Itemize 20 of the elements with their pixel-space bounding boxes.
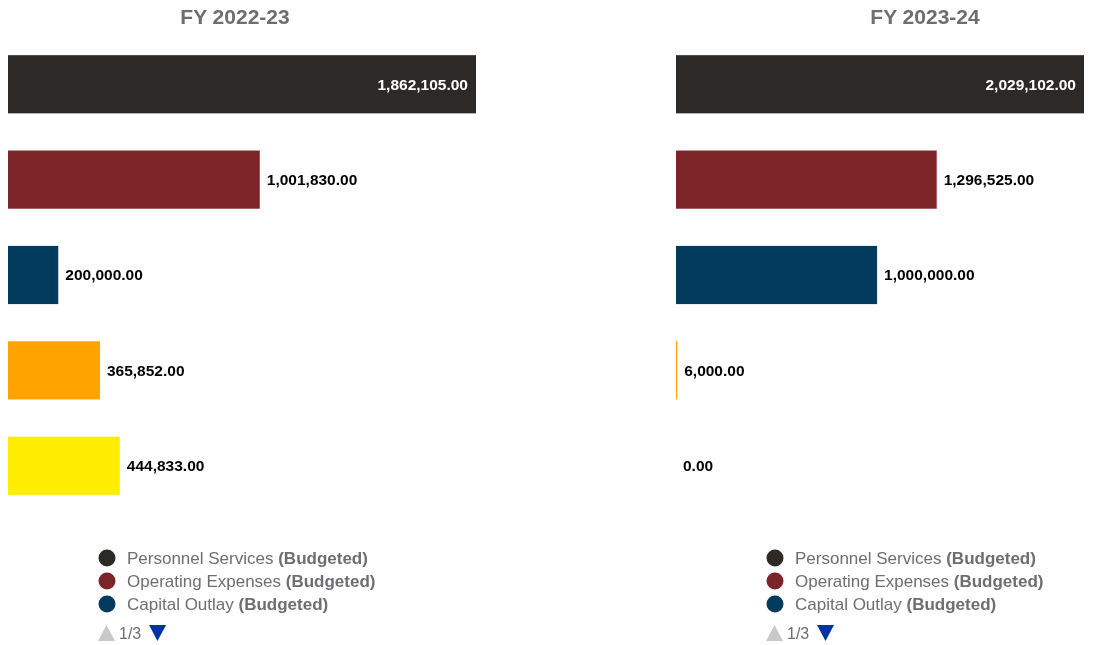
text: 1/3 bbox=[119, 624, 142, 642]
chart-title: FY 2022-23 bbox=[180, 5, 290, 28]
data-label: 1,001,830.00 bbox=[266, 171, 358, 189]
data-label: 200,000.00 bbox=[65, 266, 143, 284]
legend-label: Operating Expenses (Budgeted) bbox=[795, 571, 1044, 591]
data-label: 1,000,000.00 bbox=[884, 266, 975, 284]
data-label: 1,862,105.00 bbox=[377, 75, 468, 93]
legend-label: Capital Outlay (Budgeted) bbox=[127, 594, 329, 614]
legend-label: Capital Outlay (Budgeted) bbox=[795, 594, 997, 614]
data-label: 1,296,525.00 bbox=[943, 171, 1035, 189]
chart-title: FY 2023-24 bbox=[870, 5, 980, 28]
legend-label: Personnel Services (Budgeted) bbox=[127, 548, 368, 568]
data-label: 0.00 bbox=[683, 457, 714, 475]
data-label: 444,833.00 bbox=[126, 457, 205, 475]
legend-label: Operating Expenses (Budgeted) bbox=[127, 571, 376, 591]
data-label: 365,852.00 bbox=[106, 361, 185, 379]
data-label: 6,000.00 bbox=[684, 361, 745, 379]
legend-label: Personnel Services (Budgeted) bbox=[795, 548, 1036, 568]
text: 1/3 bbox=[787, 624, 810, 642]
data-label: 2,029,102.00 bbox=[985, 75, 1076, 93]
